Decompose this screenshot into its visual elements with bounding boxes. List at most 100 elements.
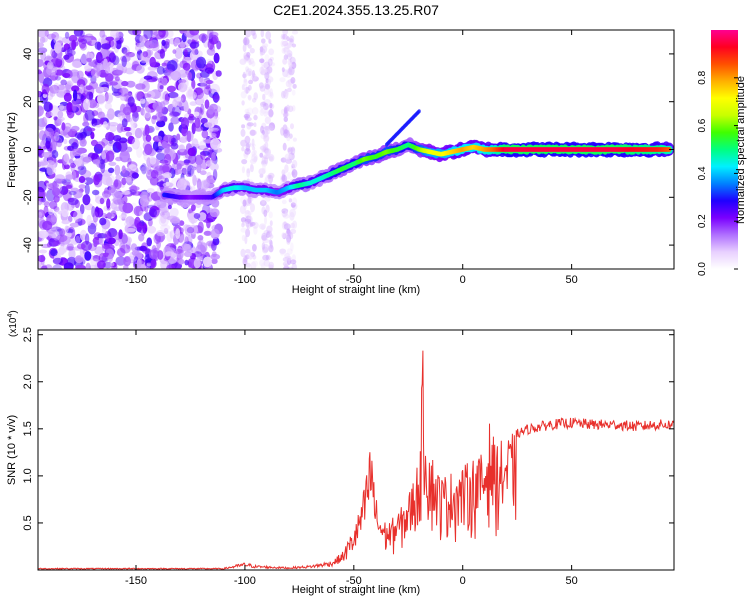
heatmap-cell xyxy=(117,140,128,153)
heatmap-cell xyxy=(244,210,250,215)
heatmap-cell xyxy=(240,91,247,99)
heatmap-cell xyxy=(53,116,58,121)
colorbar-label: Normalized spectral amplitude xyxy=(735,76,747,224)
heatmap-cell xyxy=(73,30,83,37)
heatmap-cell xyxy=(247,95,252,101)
heatmap-cell xyxy=(282,30,289,35)
heatmap-cell xyxy=(40,50,46,61)
heatmap-cell xyxy=(181,117,189,130)
heatmap-cell xyxy=(56,118,63,124)
heatmap-cell xyxy=(244,235,248,245)
colorbar-tick-label: 0.2 xyxy=(697,214,708,228)
heatmap-cell xyxy=(283,223,291,230)
heatmap-cell xyxy=(41,264,48,269)
heatmap-cell xyxy=(135,260,146,269)
heatmap-cell xyxy=(290,146,296,156)
heatmap-cell xyxy=(252,146,256,151)
heatmap-cell xyxy=(72,89,78,102)
heatmap-cell xyxy=(38,211,43,218)
heatmap-cell xyxy=(242,199,247,207)
heatmap-cell xyxy=(99,86,109,92)
heatmap-cell xyxy=(261,38,266,44)
heatmap-cell xyxy=(247,122,254,127)
heatmap-cell xyxy=(267,78,271,86)
heatmap-cell xyxy=(291,43,297,48)
heatmap-cell xyxy=(140,107,145,116)
heatmap-cell xyxy=(111,91,122,97)
heatmap-cell xyxy=(173,249,184,254)
heatmap-cell xyxy=(139,60,147,66)
heatmap-cell xyxy=(282,58,288,65)
heatmap-cell xyxy=(267,110,274,117)
heatmap-cell xyxy=(56,234,68,242)
heatmap-cell xyxy=(57,159,65,164)
heatmap-cell xyxy=(136,64,145,74)
heatmap-cell xyxy=(63,164,70,170)
heatmap-cell xyxy=(144,124,150,136)
heatmap-cell xyxy=(99,217,107,226)
heatmap-cell xyxy=(141,80,150,93)
heatmap-cell xyxy=(38,230,49,239)
heatmap-cell xyxy=(291,105,296,112)
heatmap-cell xyxy=(113,179,122,190)
heatmap-cell xyxy=(82,156,92,163)
heatmap-cell xyxy=(123,256,131,267)
snr-x-ticks: -150 -100 -50 0 50 xyxy=(125,330,578,587)
heatmap-cell xyxy=(112,191,123,200)
heatmap-cell xyxy=(241,234,246,242)
heatmap-cell xyxy=(264,82,270,90)
heatmap-cell xyxy=(243,36,247,45)
heatmap-cell xyxy=(143,75,153,80)
heatmap-cell xyxy=(199,140,207,150)
heatmap-cell xyxy=(264,116,271,124)
heatmap-cell xyxy=(189,224,199,235)
heatmap-cell xyxy=(71,142,79,150)
heatmap-cell xyxy=(208,32,214,43)
y-tick-label: -40 xyxy=(22,237,34,253)
heatmap-cell xyxy=(252,97,257,103)
heatmap-cell xyxy=(64,82,72,90)
heatmap-cell xyxy=(265,254,271,261)
heatmap-cell xyxy=(290,222,295,229)
heatmap-cell xyxy=(59,104,64,111)
heatmap-cell xyxy=(176,163,182,170)
heatmap-cell xyxy=(94,246,104,255)
heatmap-cell xyxy=(70,162,77,169)
heatmap-cell xyxy=(242,73,247,79)
heatmap-cell xyxy=(265,196,271,202)
heatmap-cell xyxy=(85,85,93,91)
heatmap-cell xyxy=(261,206,266,215)
heatmap-cell xyxy=(101,173,111,186)
heatmap-cell xyxy=(71,125,80,132)
heatmap-cell xyxy=(41,151,53,158)
heatmap-cell xyxy=(116,123,124,133)
heatmap-cell xyxy=(160,214,167,224)
spectrogram-y-ticks: -40 -20 0 20 40 xyxy=(22,48,674,253)
heatmap-cell xyxy=(240,128,246,137)
heatmap-cell xyxy=(246,107,254,116)
heatmap-cell xyxy=(269,88,274,97)
heatmap-cell xyxy=(68,190,77,196)
heatmap-cell xyxy=(211,251,217,258)
heatmap-cell xyxy=(105,150,115,162)
heatmap-cell xyxy=(128,164,137,172)
heatmap-cell xyxy=(205,160,212,167)
heatmap-cell xyxy=(269,102,273,109)
heatmap-cell xyxy=(160,205,168,213)
heatmap-cell xyxy=(118,214,127,219)
heatmap-cell xyxy=(191,166,196,179)
heatmap-cell xyxy=(127,135,135,145)
heatmap-cell xyxy=(166,231,173,243)
heatmap-cell xyxy=(279,248,287,254)
heatmap-cell xyxy=(169,230,176,239)
heatmap-cell xyxy=(292,83,297,89)
heatmap-cell xyxy=(117,112,126,120)
heatmap-cell xyxy=(211,116,220,121)
heatmap-cell xyxy=(166,264,176,269)
heatmap-cell xyxy=(284,164,289,173)
heatmap-cell xyxy=(63,138,68,145)
heatmap-cell xyxy=(239,58,247,65)
heatmap-cell xyxy=(170,142,179,150)
heatmap-cell xyxy=(47,61,54,70)
